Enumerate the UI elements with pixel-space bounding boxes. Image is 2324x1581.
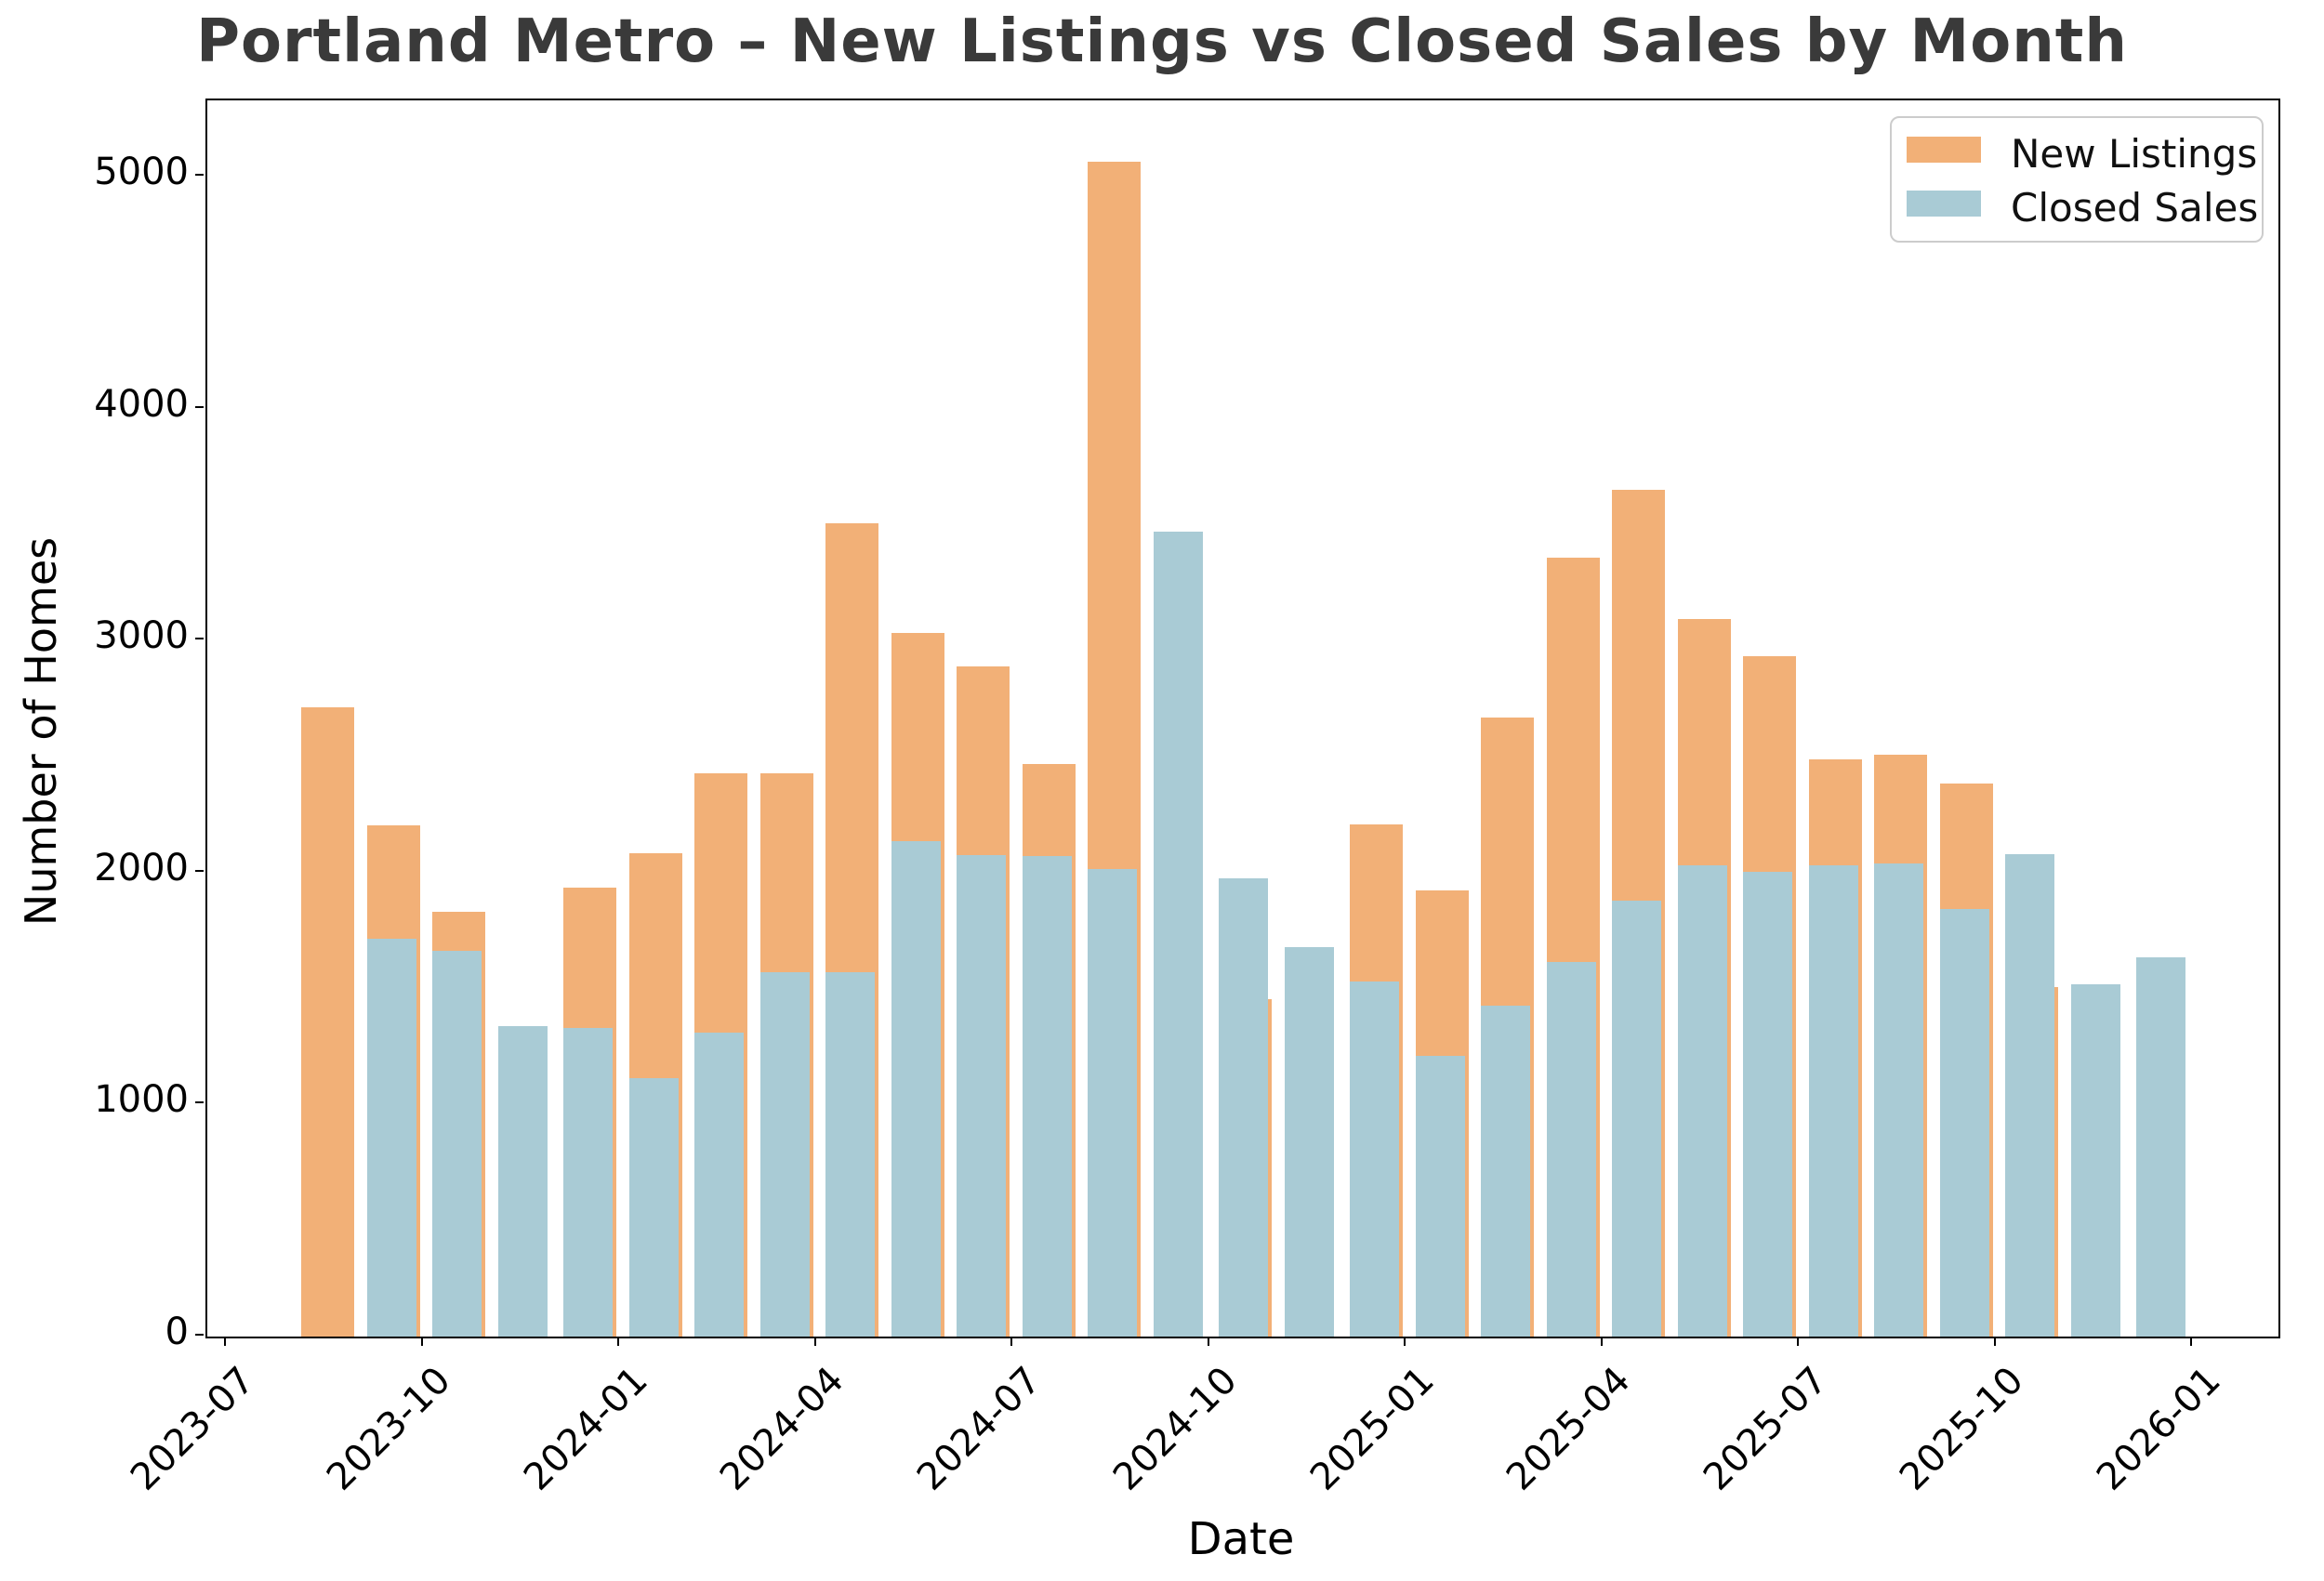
bar-closed-sales-2025-04 (1612, 900, 1662, 1337)
bar-closed-sales-2025-02 (1481, 1006, 1531, 1337)
legend-row: New Listings (1892, 131, 2262, 177)
x-axis-tick (224, 1337, 226, 1346)
x-axis-tick (617, 1337, 619, 1346)
x-axis-tick (1207, 1337, 1209, 1346)
y-axis-label: Number of Homes (16, 536, 66, 927)
bar-closed-sales-2024-11 (1284, 946, 1334, 1337)
bar-closed-sales-2024-08 (1088, 869, 1138, 1337)
x-axis-tick (2190, 1337, 2192, 1346)
bar-closed-sales-2025-11 (2070, 983, 2120, 1337)
bar-new-listings-2023-08 (301, 706, 355, 1337)
bar-closed-sales-2025-06 (1743, 871, 1793, 1337)
x-axis-tick-label: 2024-01 (515, 1359, 656, 1499)
x-axis-tick (1404, 1337, 1406, 1346)
bar-closed-sales-2024-01 (628, 1077, 679, 1337)
bar-closed-sales-2023-10 (432, 950, 482, 1337)
bar-closed-sales-2025-12 (2136, 957, 2186, 1337)
bar-closed-sales-2024-02 (694, 1033, 745, 1337)
bar-closed-sales-2023-11 (497, 1025, 548, 1337)
x-axis-tick (1010, 1337, 1012, 1346)
x-axis-tick (813, 1337, 816, 1346)
x-axis-tick-label: 2023-10 (319, 1359, 460, 1499)
bar-closed-sales-2024-06 (957, 855, 1007, 1337)
closed-sales-swatch-icon (1907, 191, 1981, 217)
y-axis-tick-label: 5000 (94, 151, 189, 194)
x-axis-tick (1600, 1337, 1603, 1346)
x-axis-tick-label: 2023-07 (122, 1359, 263, 1499)
x-axis-tick-label: 2025-04 (1499, 1359, 1640, 1499)
bar-closed-sales-2025-09 (1939, 908, 1989, 1337)
new-listings-swatch-icon (1907, 137, 1981, 163)
bar-closed-sales-2023-12 (563, 1028, 614, 1337)
x-axis-tick-label: 2025-01 (1301, 1359, 1443, 1499)
bar-closed-sales-2025-10 (2005, 853, 2055, 1337)
bar-closed-sales-2024-07 (1022, 856, 1072, 1337)
y-axis-tick-label: 3000 (94, 614, 189, 658)
y-axis-tick (195, 1101, 204, 1104)
x-axis-tick (1993, 1337, 1996, 1346)
bar-closed-sales-2024-10 (1219, 878, 1269, 1337)
x-axis-label: Date (1187, 1513, 1295, 1565)
bar-closed-sales-2025-05 (1677, 865, 1727, 1337)
bar-closed-sales-2025-08 (1874, 863, 1924, 1337)
bar-closed-sales-2025-03 (1546, 962, 1596, 1337)
y-axis-tick-label: 0 (165, 1311, 189, 1353)
plot-area (205, 99, 2280, 1338)
x-axis-tick (420, 1337, 423, 1346)
y-axis-tick (195, 405, 204, 408)
x-axis-tick (1797, 1337, 1799, 1346)
legend-label-closed-sales: Closed Sales (2011, 185, 2259, 231)
y-axis-tick (195, 638, 204, 640)
y-axis-tick-label: 2000 (94, 846, 189, 889)
legend-row: Closed Sales (1892, 185, 2262, 231)
bar-closed-sales-2024-04 (825, 972, 876, 1337)
bar-closed-sales-2023-09 (366, 939, 416, 1337)
bar-closed-sales-2024-09 (1153, 532, 1203, 1337)
bar-closed-sales-2025-07 (1808, 865, 1858, 1337)
x-axis-tick-label: 2024-10 (1105, 1359, 1247, 1499)
bar-closed-sales-2025-01 (1415, 1056, 1465, 1337)
legend: New Listings Closed Sales (1890, 116, 2264, 243)
x-axis-tick-label: 2024-04 (712, 1359, 853, 1499)
legend-label-new-listings: New Listings (2011, 131, 2258, 177)
bar-closed-sales-2024-05 (891, 841, 941, 1337)
chart-title: Portland Metro – New Listings vs Closed … (196, 7, 2128, 76)
x-axis-tick-label: 2025-10 (1892, 1359, 2033, 1499)
y-axis-tick (195, 174, 204, 177)
x-axis-tick-label: 2025-07 (1695, 1359, 1836, 1499)
y-axis-tick (195, 869, 204, 872)
bar-closed-sales-2024-12 (1350, 982, 1400, 1337)
x-axis-tick-label: 2026-01 (2088, 1359, 2229, 1499)
y-axis-tick-label: 1000 (94, 1078, 189, 1122)
bar-closed-sales-2024-03 (759, 972, 810, 1337)
y-axis-tick (195, 1334, 204, 1336)
x-axis-tick-label: 2024-07 (908, 1359, 1050, 1499)
y-axis-tick-label: 4000 (94, 382, 189, 426)
